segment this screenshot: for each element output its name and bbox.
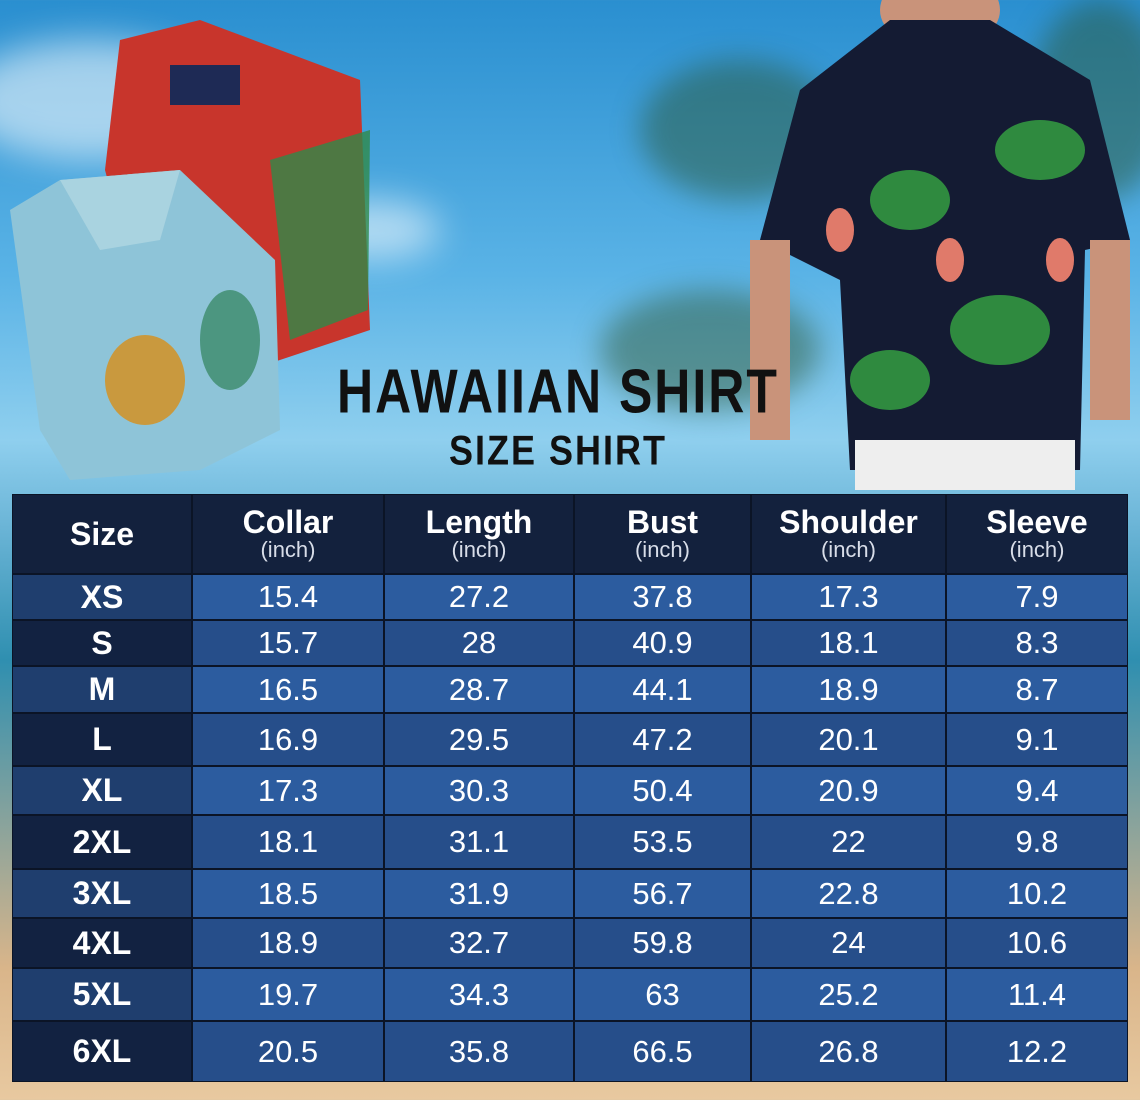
measurement-cell: 19.7 — [192, 968, 384, 1021]
column-header-unit: (inch) — [451, 537, 507, 562]
column-header-label: Bust — [626, 504, 699, 540]
size-label-cell: XL — [12, 766, 192, 815]
measurement-cell: 32.7 — [384, 918, 574, 968]
size-label-cell: 3XL — [12, 869, 192, 918]
measurement-cell: 22 — [751, 815, 946, 869]
page-title: HAWAIIAN SHIRT — [337, 356, 779, 427]
column-header-unit: (inch) — [260, 537, 316, 562]
measurement-cell: 34.3 — [384, 968, 574, 1021]
measurement-cell: 24 — [751, 918, 946, 968]
column-header-unit: (inch) — [820, 537, 876, 562]
measurement-cell: 15.7 — [192, 620, 384, 666]
column-header-label: Collar — [242, 504, 334, 540]
measurement-cell: 18.9 — [192, 918, 384, 968]
measurement-cell: 20.9 — [751, 766, 946, 815]
folded-shirts-image — [10, 20, 370, 480]
measurement-cell: 28.7 — [384, 666, 574, 713]
measurement-cell: 37.8 — [574, 574, 751, 620]
measurement-cell: 26.8 — [751, 1021, 946, 1082]
measurement-cell: 8.3 — [946, 620, 1128, 666]
column-header-label: Shoulder — [779, 504, 918, 540]
size-label-cell: 4XL — [12, 918, 192, 968]
column-header-label: Length — [425, 504, 533, 540]
measurement-cell: 66.5 — [574, 1021, 751, 1082]
column-header: Shoulder (inch) — [751, 494, 946, 574]
measurement-cell: 47.2 — [574, 713, 751, 766]
measurement-cell: 30.3 — [384, 766, 574, 815]
measurement-cell: 16.9 — [192, 713, 384, 766]
measurement-cell: 56.7 — [574, 869, 751, 918]
measurement-cell: 27.2 — [384, 574, 574, 620]
measurement-cell: 18.5 — [192, 869, 384, 918]
column-header-label: Size — [69, 516, 135, 552]
column-header-label: Sleeve — [986, 504, 1088, 540]
measurement-cell: 53.5 — [574, 815, 751, 869]
measurement-cell: 31.9 — [384, 869, 574, 918]
column-header: Sleeve (inch) — [946, 494, 1128, 574]
column-header: Length (inch) — [384, 494, 574, 574]
measurement-cell: 18.1 — [751, 620, 946, 666]
measurement-cell: 35.8 — [384, 1021, 574, 1082]
size-label-cell: 2XL — [12, 815, 192, 869]
measurement-cell: 31.1 — [384, 815, 574, 869]
size-label-cell: M — [12, 666, 192, 713]
measurement-cell: 10.2 — [946, 869, 1128, 918]
size-chart-table: Size Collar (inch) Length (inch) Bust (inch) Sh… — [12, 494, 1128, 1082]
size-label-cell: S — [12, 620, 192, 666]
measurement-cell: 44.1 — [574, 666, 751, 713]
page-subtitle: SIZE SHIRT — [448, 426, 668, 474]
measurement-cell: 17.3 — [751, 574, 946, 620]
measurement-cell: 7.9 — [946, 574, 1128, 620]
column-header-unit: (inch) — [1009, 537, 1065, 562]
measurement-cell: 15.4 — [192, 574, 384, 620]
measurement-cell: 59.8 — [574, 918, 751, 968]
measurement-cell: 9.1 — [946, 713, 1128, 766]
measurement-cell: 50.4 — [574, 766, 751, 815]
measurement-cell: 9.4 — [946, 766, 1128, 815]
measurement-cell: 25.2 — [751, 968, 946, 1021]
column-header: Collar (inch) — [192, 494, 384, 574]
measurement-cell: 22.8 — [751, 869, 946, 918]
size-label-cell: 6XL — [12, 1021, 192, 1082]
size-label-cell: L — [12, 713, 192, 766]
measurement-cell: 12.2 — [946, 1021, 1128, 1082]
measurement-cell: 29.5 — [384, 713, 574, 766]
measurement-cell: 40.9 — [574, 620, 751, 666]
measurement-cell: 9.8 — [946, 815, 1128, 869]
size-label-cell: XS — [12, 574, 192, 620]
measurement-cell: 17.3 — [192, 766, 384, 815]
measurement-cell: 18.1 — [192, 815, 384, 869]
measurement-cell: 8.7 — [946, 666, 1128, 713]
column-header-unit: (inch) — [634, 537, 690, 562]
measurement-cell: 63 — [574, 968, 751, 1021]
column-header: Bust (inch) — [574, 494, 751, 574]
model-shirt-image — [750, 0, 1130, 490]
measurement-cell: 10.6 — [946, 918, 1128, 968]
measurement-cell: 16.5 — [192, 666, 384, 713]
measurement-cell: 20.1 — [751, 713, 946, 766]
measurement-cell: 20.5 — [192, 1021, 384, 1082]
measurement-cell: 11.4 — [946, 968, 1128, 1021]
measurement-cell: 28 — [384, 620, 574, 666]
measurement-cell: 18.9 — [751, 666, 946, 713]
column-header: Size — [12, 494, 192, 574]
size-label-cell: 5XL — [12, 968, 192, 1021]
